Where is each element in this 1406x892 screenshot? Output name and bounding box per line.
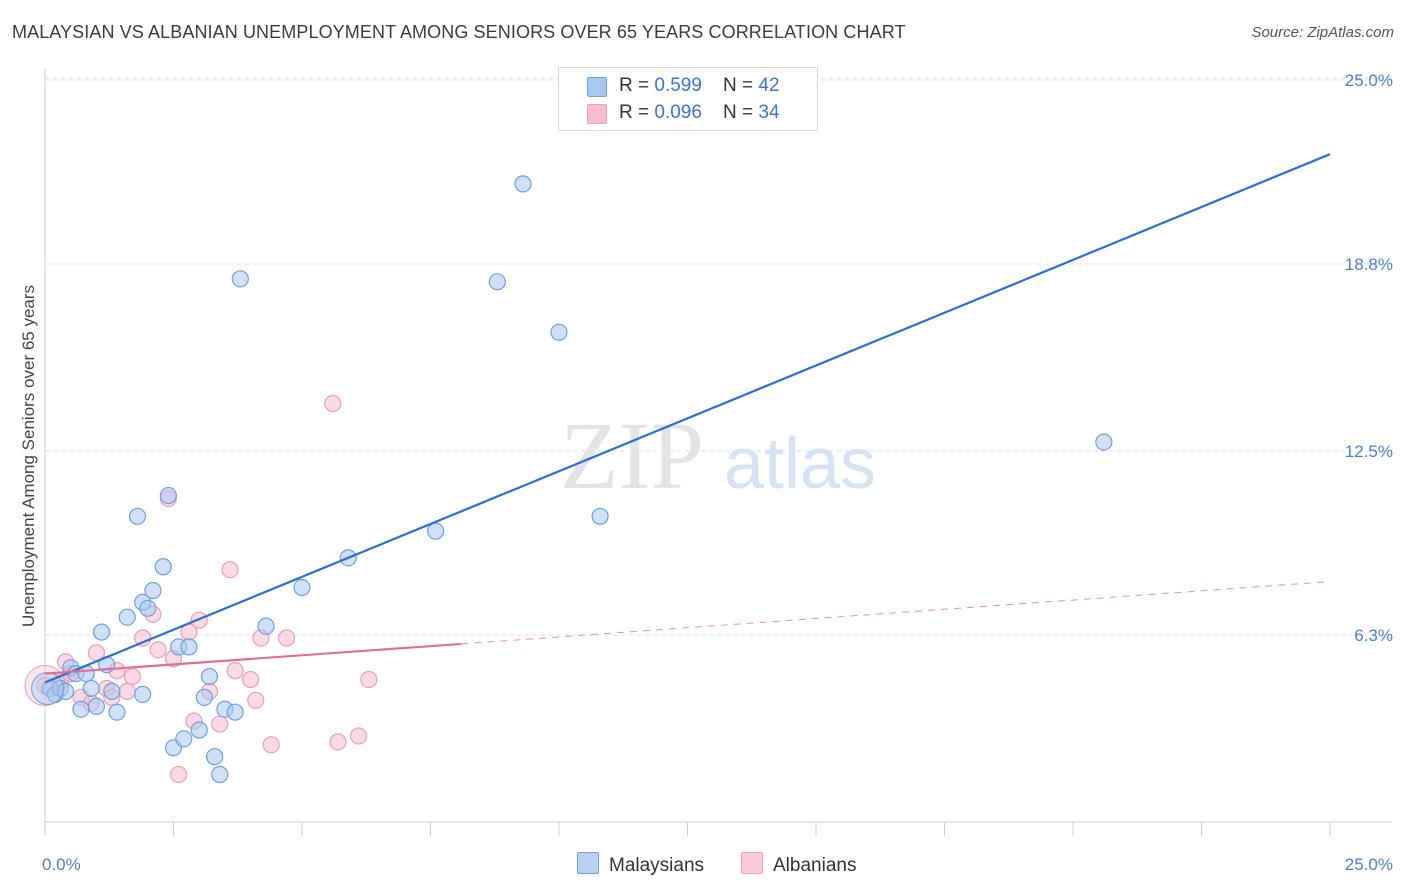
y-tick-label-2: 18.8% bbox=[1345, 255, 1393, 274]
albanians-point-22 bbox=[211, 715, 229, 733]
malaysians-point-12 bbox=[103, 682, 121, 701]
albanians-point-26 bbox=[247, 691, 265, 709]
albanians-point-24 bbox=[226, 662, 244, 680]
bottom-legend-albanians: Albanians bbox=[741, 852, 856, 877]
trend-lines bbox=[44, 153, 1331, 684]
albanians-point-29 bbox=[277, 629, 296, 647]
bottom-legend-label-albanians: Albanians bbox=[773, 855, 857, 876]
malaysians-points bbox=[31, 175, 1113, 784]
malaysians-point-37 bbox=[427, 522, 445, 540]
malaysians-point-30 bbox=[211, 765, 229, 784]
malaysians-point-9 bbox=[87, 697, 106, 715]
malaysians-point-8 bbox=[82, 679, 100, 698]
malaysians-point-35 bbox=[293, 578, 311, 597]
y-axis-label: Unemployment Among Seniors over 65 years bbox=[19, 285, 38, 627]
legend-n-value-malaysians: 42 bbox=[758, 75, 780, 96]
malaysians-point-15 bbox=[128, 507, 147, 525]
legend-r-label: R = bbox=[619, 75, 655, 96]
malaysians-point-6 bbox=[72, 700, 90, 718]
bottom-legend-label-malaysians: Malaysians bbox=[609, 855, 705, 876]
malaysians-point-18 bbox=[139, 599, 157, 617]
albanians-point-17 bbox=[170, 765, 188, 784]
y-tick-label-1: 12.5% bbox=[1345, 442, 1393, 461]
albanians-point-33 bbox=[360, 670, 378, 689]
albanians-point-23 bbox=[221, 561, 239, 579]
malaysians-point-24 bbox=[175, 730, 193, 748]
legend-text-malaysians: R = 0.599 N = 42 bbox=[619, 75, 780, 97]
malaysians-point-27 bbox=[195, 688, 213, 706]
albanians-trend-line-dashed bbox=[461, 581, 1331, 645]
albanians-point-32 bbox=[349, 727, 368, 745]
y-tick-label-0: 6.3% bbox=[1354, 626, 1393, 645]
legend-r-label: R = bbox=[619, 102, 655, 123]
malaysians-point-21 bbox=[159, 486, 177, 505]
malaysians-point-14 bbox=[118, 608, 136, 626]
albanians-point-31 bbox=[329, 733, 347, 751]
albanians-point-14 bbox=[149, 641, 167, 659]
legend-swatch-malaysians bbox=[587, 77, 607, 97]
axes bbox=[44, 68, 1392, 836]
malaysians-point-29 bbox=[206, 748, 224, 766]
malaysians-point-38 bbox=[488, 273, 506, 291]
malaysians-point-33 bbox=[231, 270, 249, 288]
malaysians-point-34 bbox=[257, 617, 275, 635]
legend-n-label: N = bbox=[723, 75, 759, 96]
malaysians-point-19 bbox=[144, 581, 162, 600]
legend-r-value-albanians: 0.096 bbox=[654, 102, 702, 123]
malaysians-point-13 bbox=[108, 703, 126, 721]
tick-labels: 6.3% 12.5% 18.8% 25.0% 0.0% 25.0% bbox=[42, 71, 1393, 874]
malaysians-point-32 bbox=[226, 703, 244, 721]
malaysians-point-39 bbox=[514, 175, 532, 193]
y-tick-label-3: 25.0% bbox=[1345, 71, 1393, 90]
grid-lines bbox=[45, 77, 1392, 636]
malaysians-point-26 bbox=[190, 721, 208, 739]
watermark-zip: ZIP bbox=[560, 402, 704, 509]
malaysians-point-40 bbox=[550, 323, 568, 341]
chart-title: MALAYSIAN VS ALBANIAN UNEMPLOYMENT AMONG… bbox=[12, 22, 906, 42]
bottom-legend-swatch-albanians bbox=[741, 852, 763, 874]
malaysians-point-25 bbox=[180, 638, 198, 656]
malaysians-point-41 bbox=[591, 507, 609, 525]
albanians-point-10 bbox=[118, 682, 136, 701]
bottom-legend-swatch-malaysians bbox=[577, 852, 599, 874]
legend-n-label: N = bbox=[723, 102, 759, 123]
malaysians-point-20 bbox=[154, 558, 172, 576]
x-tick-label-0: 0.0% bbox=[42, 855, 81, 874]
malaysians-point-28 bbox=[200, 667, 219, 686]
malaysians-point-10 bbox=[92, 623, 111, 641]
watermark-atlas: atlas bbox=[724, 424, 876, 504]
albanians-trend-line-solid bbox=[44, 642, 462, 675]
source-credit: Source: ZipAtlas.com bbox=[1251, 24, 1394, 41]
malaysians-point-16 bbox=[134, 685, 152, 703]
x-tick-label-1: 25.0% bbox=[1345, 855, 1393, 874]
albanians-point-30 bbox=[324, 394, 342, 413]
malaysians-point-42 bbox=[1095, 433, 1113, 451]
legend-n-value-albanians: 34 bbox=[758, 102, 780, 123]
bottom-legend-malaysians: Malaysians bbox=[577, 852, 704, 877]
malaysians-trend-line bbox=[44, 153, 1331, 684]
albanians-point-28 bbox=[262, 736, 280, 754]
legend-text-albanians: R = 0.096 N = 34 bbox=[619, 102, 780, 124]
albanians-point-11 bbox=[123, 667, 141, 686]
legend-r-value-malaysians: 0.599 bbox=[654, 75, 702, 96]
legend-swatch-albanians bbox=[587, 104, 607, 124]
legend: R = 0.599 N = 42 R = 0.096 N = 34 bbox=[558, 67, 818, 131]
albanians-point-25 bbox=[242, 670, 260, 689]
